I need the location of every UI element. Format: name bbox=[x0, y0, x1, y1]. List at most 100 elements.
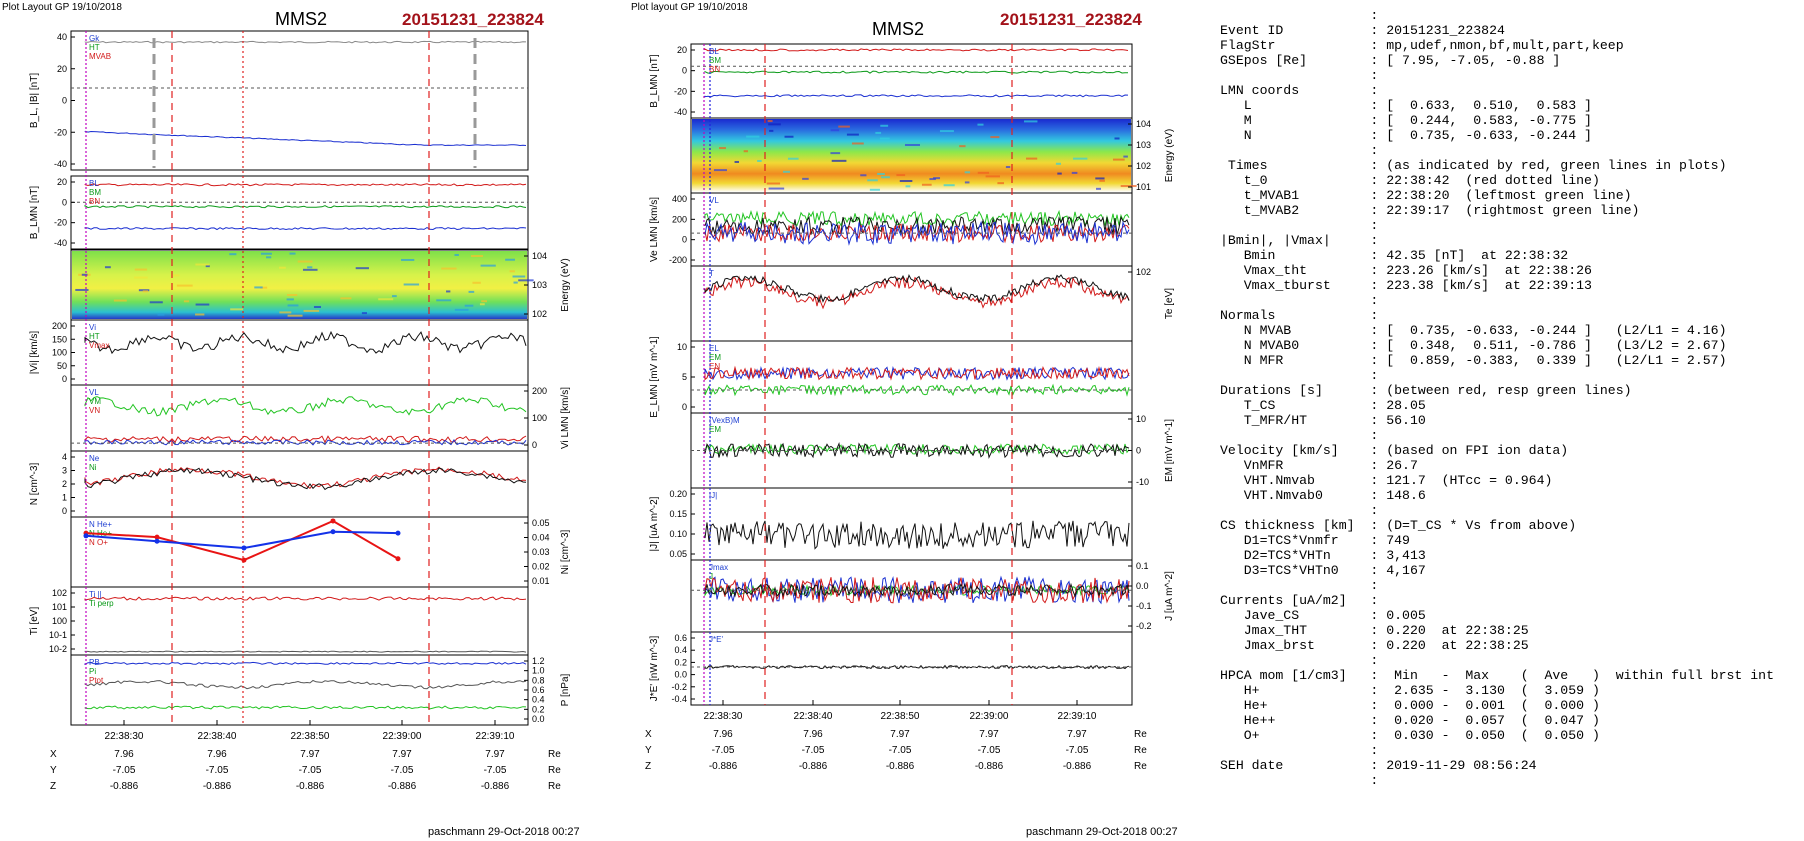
spectrogram-speck bbox=[260, 286, 268, 289]
y-tick-label: 0.0 bbox=[532, 714, 545, 724]
info-separator: : bbox=[1370, 278, 1387, 293]
info-row: : bbox=[1220, 503, 1800, 518]
y-tick-label: 1.2 bbox=[532, 656, 545, 666]
info-separator: : bbox=[1370, 308, 1387, 323]
y-tick-label: 0.01 bbox=[532, 576, 550, 586]
spectrogram-speck bbox=[472, 281, 481, 284]
info-key: Event ID bbox=[1220, 23, 1371, 38]
legend-entry: T bbox=[709, 269, 714, 278]
position-value: -7.05 bbox=[889, 745, 912, 756]
position-value: 7.97 bbox=[890, 729, 910, 740]
spectrogram-speck bbox=[929, 178, 936, 181]
spectrogram-speck bbox=[734, 160, 740, 163]
y-axis-label: J [uA m^-2] bbox=[1164, 571, 1175, 621]
y-tick-label: 0.02 bbox=[532, 562, 550, 572]
info-key: VnMFR bbox=[1220, 458, 1371, 473]
spectrogram-speck bbox=[830, 129, 840, 132]
y-tick-label: 2 bbox=[62, 479, 67, 489]
y-tick-label: 0.8 bbox=[532, 675, 545, 685]
y-tick-label: 0.10 bbox=[669, 529, 687, 539]
series-1a2fd1 bbox=[84, 661, 527, 666]
info-key: Vmax_tburst bbox=[1220, 278, 1371, 293]
info-separator: : bbox=[1370, 368, 1387, 383]
spectrogram-speck bbox=[1120, 185, 1137, 188]
info-separator: : bbox=[1370, 413, 1387, 428]
spectrogram-speck bbox=[436, 299, 452, 302]
y-tick-label: 102 bbox=[1136, 161, 1151, 171]
spectrogram-speck bbox=[846, 133, 859, 136]
y-tick-label: 0.03 bbox=[532, 547, 550, 557]
info-key: t_0 bbox=[1220, 173, 1371, 188]
info-row: T_CS : 28.05 bbox=[1220, 398, 1800, 413]
spectrogram-speck bbox=[287, 314, 303, 317]
y-axis-label: Energy (eV) bbox=[560, 258, 571, 311]
series-0a9a18 bbox=[84, 204, 527, 209]
series-1a2fd1 bbox=[704, 365, 1130, 382]
info-key: D2=TCS*VHTn bbox=[1220, 548, 1371, 563]
y-tick-label: 100 bbox=[52, 348, 67, 358]
spectrogram-speck bbox=[959, 145, 966, 148]
position-value: -7.05 bbox=[484, 765, 507, 776]
time-tick-label: 22:38:30 bbox=[704, 711, 743, 722]
info-key bbox=[1220, 368, 1370, 383]
info-key: T_CS bbox=[1220, 398, 1371, 413]
info-key bbox=[1220, 68, 1370, 83]
spectrogram-speck bbox=[512, 275, 526, 278]
info-key bbox=[1220, 578, 1370, 593]
spectrogram-speck bbox=[867, 179, 878, 182]
info-separator: : bbox=[1370, 533, 1387, 548]
info-separator: : bbox=[1370, 218, 1387, 233]
info-separator: : bbox=[1370, 113, 1387, 128]
y-tick-label: 0.04 bbox=[532, 533, 550, 543]
y-tick-label: 0.2 bbox=[532, 704, 545, 714]
y-tick-label: -0.4 bbox=[671, 694, 687, 704]
info-value: [ 0.348, 0.511, -0.786 ] (L3/L2 = 2.67) bbox=[1386, 338, 1727, 353]
info-key: O+ bbox=[1220, 728, 1371, 743]
y-tick-label: 0.0 bbox=[674, 670, 687, 680]
info-value: (between red, resp green lines) bbox=[1386, 383, 1632, 398]
info-key bbox=[1220, 743, 1370, 758]
info-value: 4,167 bbox=[1386, 563, 1426, 578]
info-separator: : bbox=[1370, 323, 1387, 338]
series-d21a1a bbox=[84, 183, 527, 187]
right-figure: 200-20-40B_LMN [nT]BLBMBN104103102101Ene… bbox=[645, 43, 1175, 772]
info-value: 749 bbox=[1386, 533, 1410, 548]
info-separator: : bbox=[1370, 38, 1387, 53]
info-key: Jave_CS bbox=[1220, 608, 1371, 623]
y-tick-label: 104 bbox=[532, 251, 547, 261]
info-key: L bbox=[1220, 98, 1371, 113]
spectrogram-speck bbox=[481, 300, 487, 303]
info-row: N : [ 0.735, -0.633, -0.244 ] bbox=[1220, 128, 1800, 143]
spectrogram-speck bbox=[782, 170, 790, 173]
legend-entry: HT bbox=[89, 332, 100, 341]
spectrogram-speck bbox=[977, 123, 984, 126]
info-row: N MVAB0 : [ 0.348, 0.511, -0.786 ] (L3/L… bbox=[1220, 338, 1800, 353]
position-value: -0.886 bbox=[799, 761, 828, 772]
info-key: Durations [s] bbox=[1220, 383, 1371, 398]
info-separator: : bbox=[1370, 548, 1387, 563]
info-separator: : bbox=[1370, 293, 1387, 308]
spectrogram-speck bbox=[830, 152, 841, 155]
spectrogram-speck bbox=[134, 276, 148, 279]
info-row: H+ : 2.635 - 3.130 ( 3.059 ) bbox=[1220, 683, 1800, 698]
info-row: D1=TCS*Vnmfr : 749 bbox=[1220, 533, 1800, 548]
info-value: 121.7 (HTcc = 0.964) bbox=[1386, 473, 1553, 488]
legend-entry: BL bbox=[709, 47, 719, 56]
info-separator: : bbox=[1370, 668, 1387, 683]
info-separator: : bbox=[1370, 773, 1387, 788]
series-1a2fd1 bbox=[704, 220, 1130, 246]
info-key: N MVAB0 bbox=[1220, 338, 1371, 353]
spectrogram-speck bbox=[505, 258, 515, 261]
spectrogram-speck bbox=[768, 187, 785, 190]
info-separator: : bbox=[1370, 473, 1387, 488]
series-d21a1a bbox=[704, 576, 1130, 604]
info-row: : bbox=[1220, 428, 1800, 443]
series-555 bbox=[84, 679, 527, 690]
spectrogram-speck bbox=[964, 171, 971, 174]
y-axis-label: Te [eV] bbox=[1164, 288, 1175, 319]
series-555 bbox=[84, 650, 527, 653]
left-header: Plot Layout GP 19/10/2018 bbox=[2, 2, 122, 13]
